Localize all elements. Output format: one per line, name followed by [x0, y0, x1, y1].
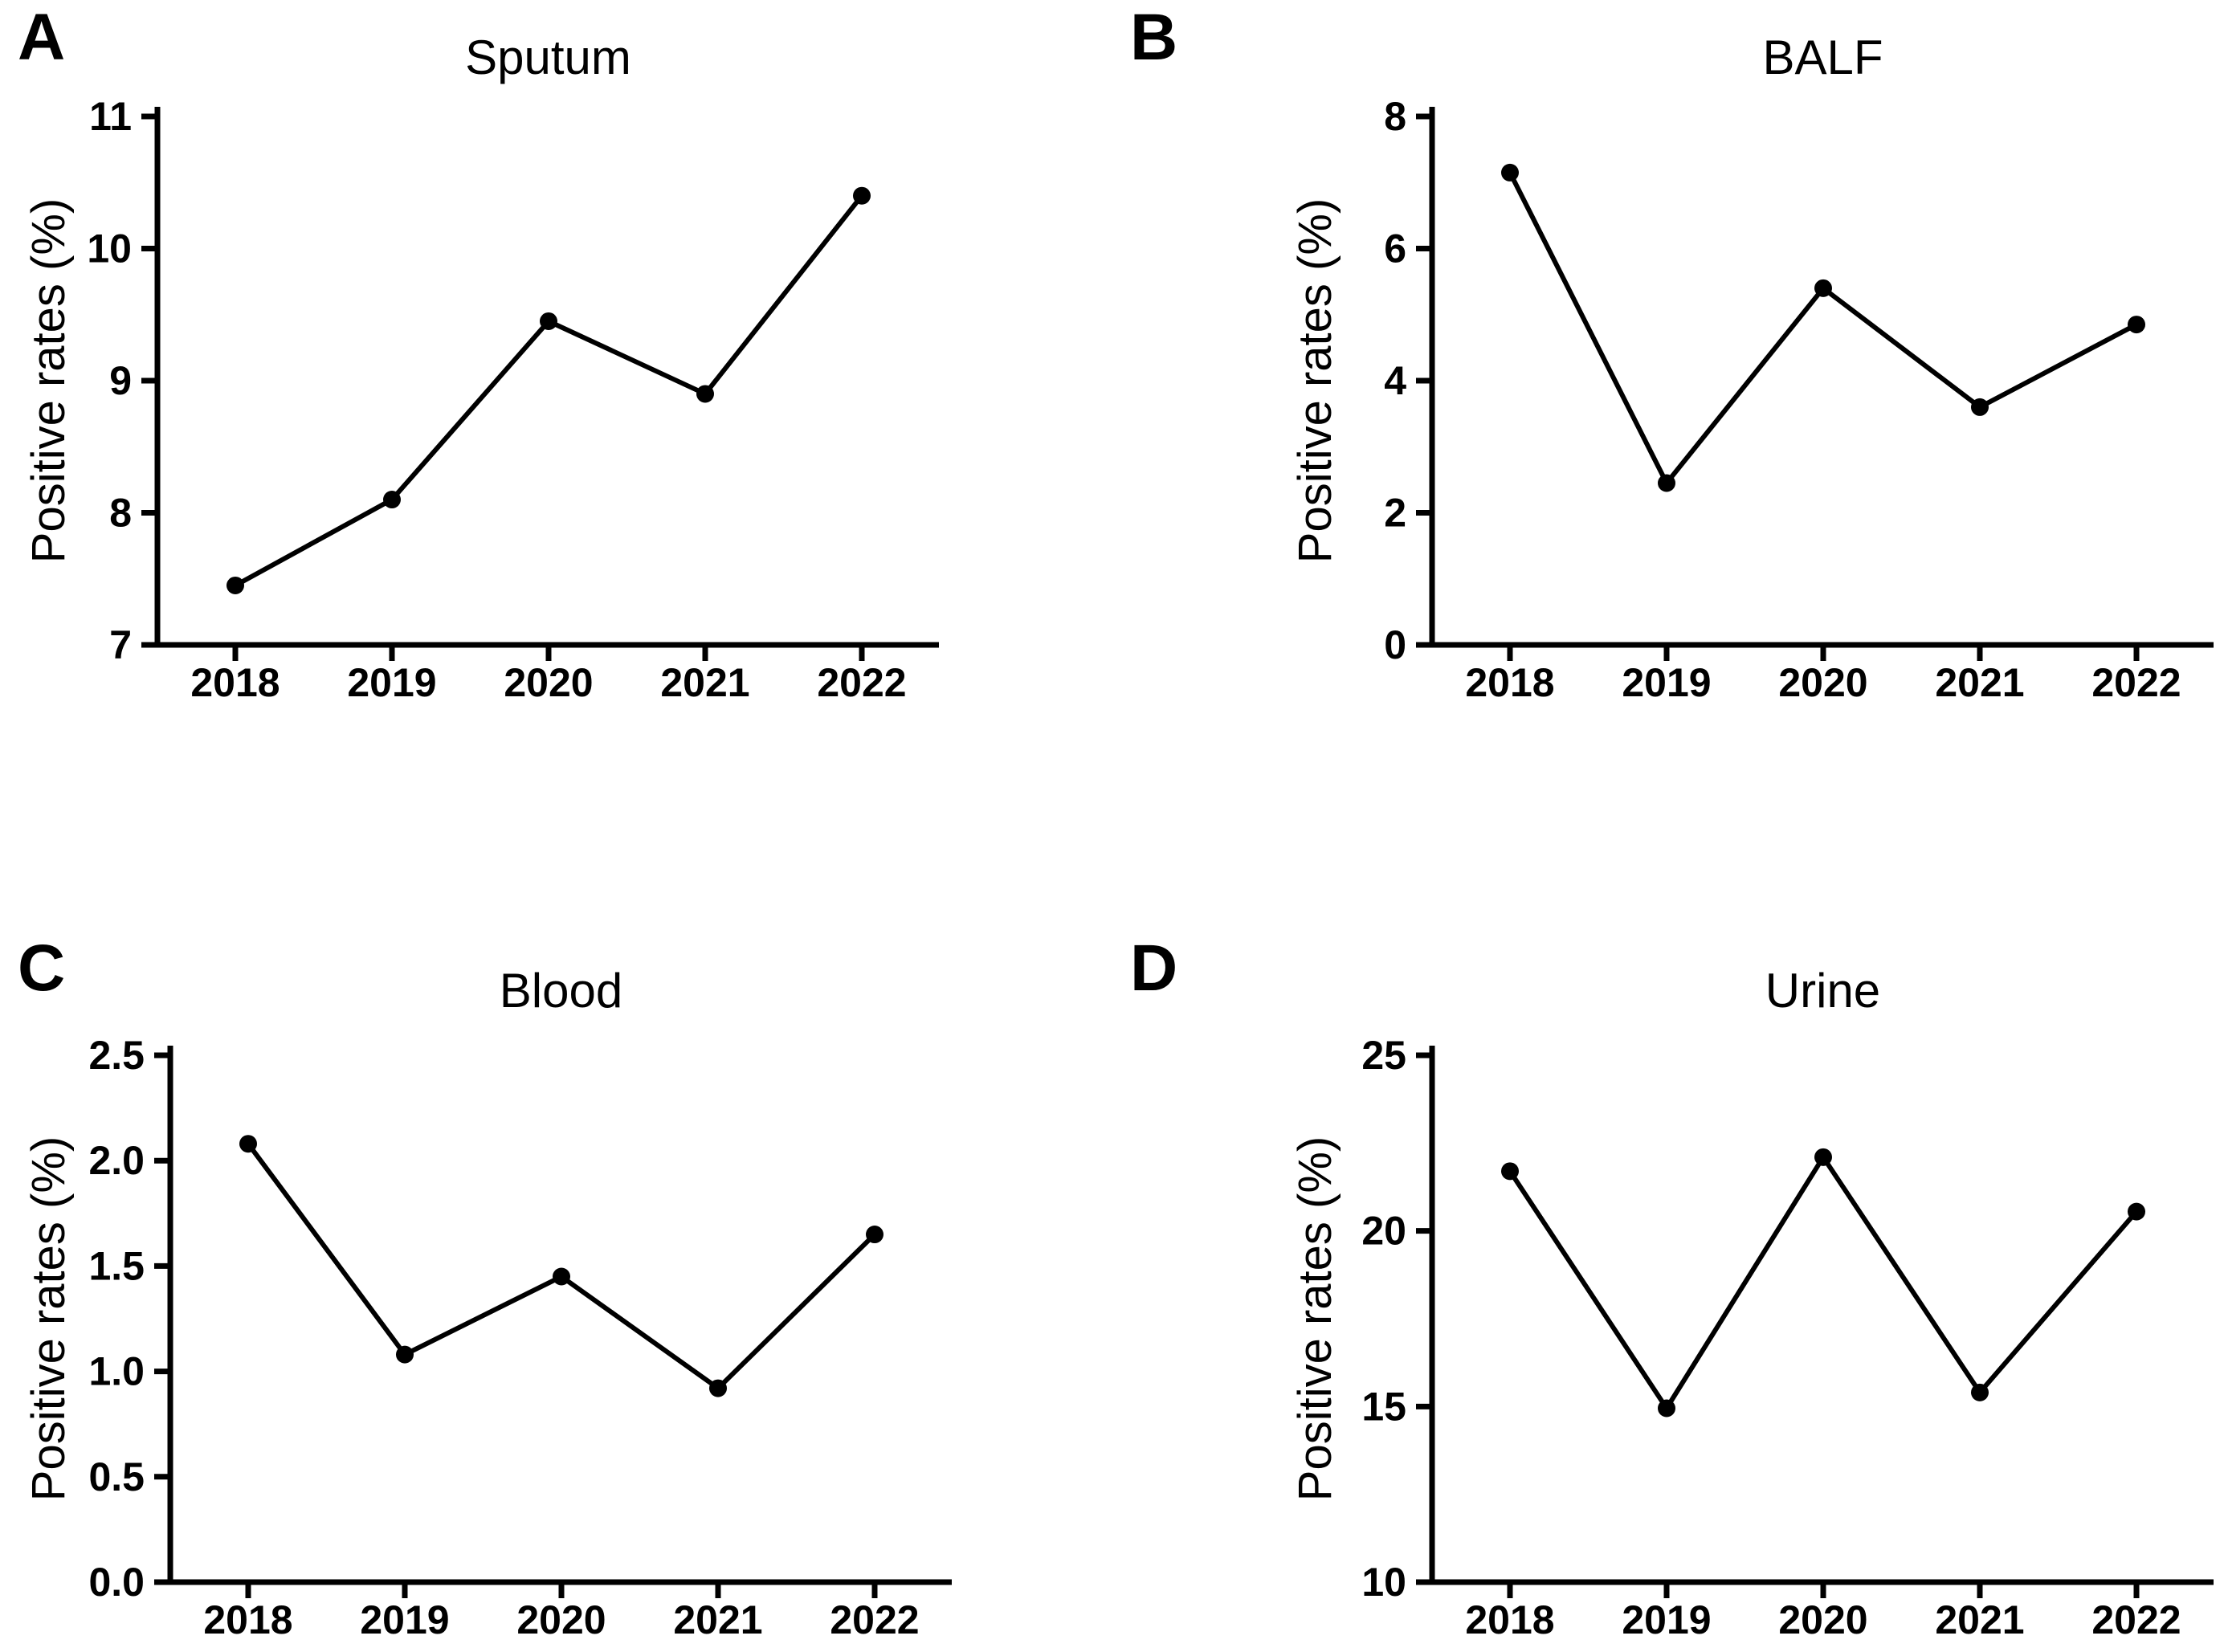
data-point — [540, 312, 557, 330]
chart-title: Urine — [1765, 964, 1880, 1018]
y-tick-label: 2.0 — [88, 1138, 145, 1183]
x-tick-label: 2021 — [673, 1597, 762, 1642]
y-tick-label: 6 — [1384, 226, 1406, 271]
y-tick-label: 0.5 — [88, 1454, 145, 1499]
data-point — [239, 1135, 257, 1153]
x-tick-label: 2019 — [1622, 660, 1711, 705]
panel-letter-d: D — [1130, 932, 1178, 1005]
x-tick-label: 2018 — [1465, 1597, 1554, 1642]
y-axis-label: Positive rates (%) — [1289, 198, 1341, 563]
axes — [1429, 107, 2214, 648]
y-tick-label: 20 — [1361, 1209, 1406, 1254]
data-point — [1658, 1399, 1675, 1417]
y-axis-label: Positive rates (%) — [22, 1136, 75, 1501]
x-tick-label: 2022 — [2091, 1597, 2181, 1642]
y-tick-label: 7 — [109, 622, 132, 667]
sputum-line-chart: Sputum Positive rates (%) 7 8 9 10 11 2018 2019 2… — [22, 31, 939, 705]
data-point — [853, 186, 871, 205]
chart-title: BALF — [1762, 31, 1883, 84]
y-tick-label: 10 — [87, 226, 132, 271]
panel-sputum: A Sputum Positive rates (%) 7 8 9 10 11 2018 201… — [0, 0, 1112, 826]
data-point — [553, 1267, 570, 1286]
x-tick-label: 2021 — [1935, 1597, 2024, 1642]
panel-balf: B BALF Positive rates (%) 0 2 4 6 8 2018 2019 202… — [1112, 0, 2224, 826]
axes — [1429, 1046, 2214, 1585]
x-tick-label: 2018 — [203, 1597, 292, 1642]
x-tick-label: 2019 — [347, 660, 436, 705]
x-tick-label: 2019 — [1622, 1597, 1711, 1642]
panel-letter-a: A — [18, 1, 66, 74]
y-tick-label: 15 — [1361, 1384, 1406, 1429]
y-tick-label: 11 — [89, 94, 132, 139]
data-point — [1971, 1383, 1989, 1401]
x-tick-label: 2022 — [2091, 660, 2181, 705]
data-point — [2128, 1202, 2145, 1221]
balf-line-chart: BALF Positive rates (%) 0 2 4 6 8 2018 2019 2020 2… — [1289, 31, 2214, 705]
x-tick-label: 2022 — [830, 1597, 919, 1642]
x-tick-label: 2020 — [504, 660, 593, 705]
data-point — [866, 1226, 883, 1244]
y-tick-label: 0.0 — [88, 1560, 145, 1605]
y-tick-label: 10 — [1361, 1560, 1406, 1605]
series-line — [233, 193, 864, 588]
y-tick-label: 0 — [1384, 622, 1406, 667]
series-line — [1508, 1154, 2139, 1411]
data-point — [1971, 398, 1989, 416]
data-point — [226, 576, 244, 594]
panel-urine: D Urine Positive rates (%) 10 15 20 25 2018 201… — [1112, 826, 2224, 1652]
y-tick-label: 25 — [1361, 1033, 1406, 1078]
y-axis-label: Positive rates (%) — [1289, 1136, 1341, 1501]
chart-title: Sputum — [465, 31, 631, 84]
series-line — [246, 1141, 877, 1391]
data-point — [696, 385, 714, 403]
urine-line-chart: Urine Positive rates (%) 10 15 20 25 2018 2019 2… — [1289, 964, 2214, 1642]
data-point — [1814, 279, 1832, 297]
data-point — [1814, 1148, 1832, 1166]
x-tick-label: 2019 — [360, 1597, 449, 1642]
x-tick-label: 2022 — [817, 660, 906, 705]
data-point — [1501, 163, 1519, 182]
y-tick-label: 2.5 — [88, 1033, 145, 1078]
y-tick-label: 2 — [1384, 491, 1406, 536]
x-tick-label: 2021 — [660, 660, 749, 705]
data-point — [709, 1379, 727, 1397]
panel-letter-c: C — [18, 932, 66, 1005]
panel-letter-b: B — [1130, 1, 1178, 74]
y-axis-label: Positive rates (%) — [22, 198, 75, 563]
blood-line-chart: Blood Positive rates (%) 0.0 0.5 1.0 1.5 2.0 2.… — [22, 964, 952, 1642]
x-tick-label: 2018 — [1465, 660, 1554, 705]
axes — [167, 1046, 952, 1585]
data-point — [383, 491, 401, 509]
x-tick-label: 2021 — [1935, 660, 2024, 705]
series-line — [1508, 169, 2139, 486]
data-point — [396, 1345, 414, 1364]
y-tick-label: 1.5 — [88, 1243, 145, 1288]
y-tick-label: 9 — [109, 358, 132, 403]
y-tick-label: 8 — [1384, 94, 1406, 139]
y-tick-label: 4 — [1384, 358, 1406, 403]
data-point — [2128, 316, 2145, 334]
chart-title: Blood — [500, 964, 622, 1018]
x-tick-label: 2018 — [190, 660, 280, 705]
x-tick-label: 2020 — [1778, 1597, 1867, 1642]
x-tick-label: 2020 — [516, 1597, 606, 1642]
x-tick-label: 2020 — [1778, 660, 1867, 705]
data-point — [1658, 474, 1675, 492]
data-point — [1501, 1162, 1519, 1181]
y-tick-label: 1.0 — [88, 1349, 145, 1394]
panel-blood: C Blood Positive rates (%) 0.0 0.5 1.0 1.5 2.0… — [0, 826, 1112, 1652]
y-tick-label: 8 — [109, 491, 132, 536]
